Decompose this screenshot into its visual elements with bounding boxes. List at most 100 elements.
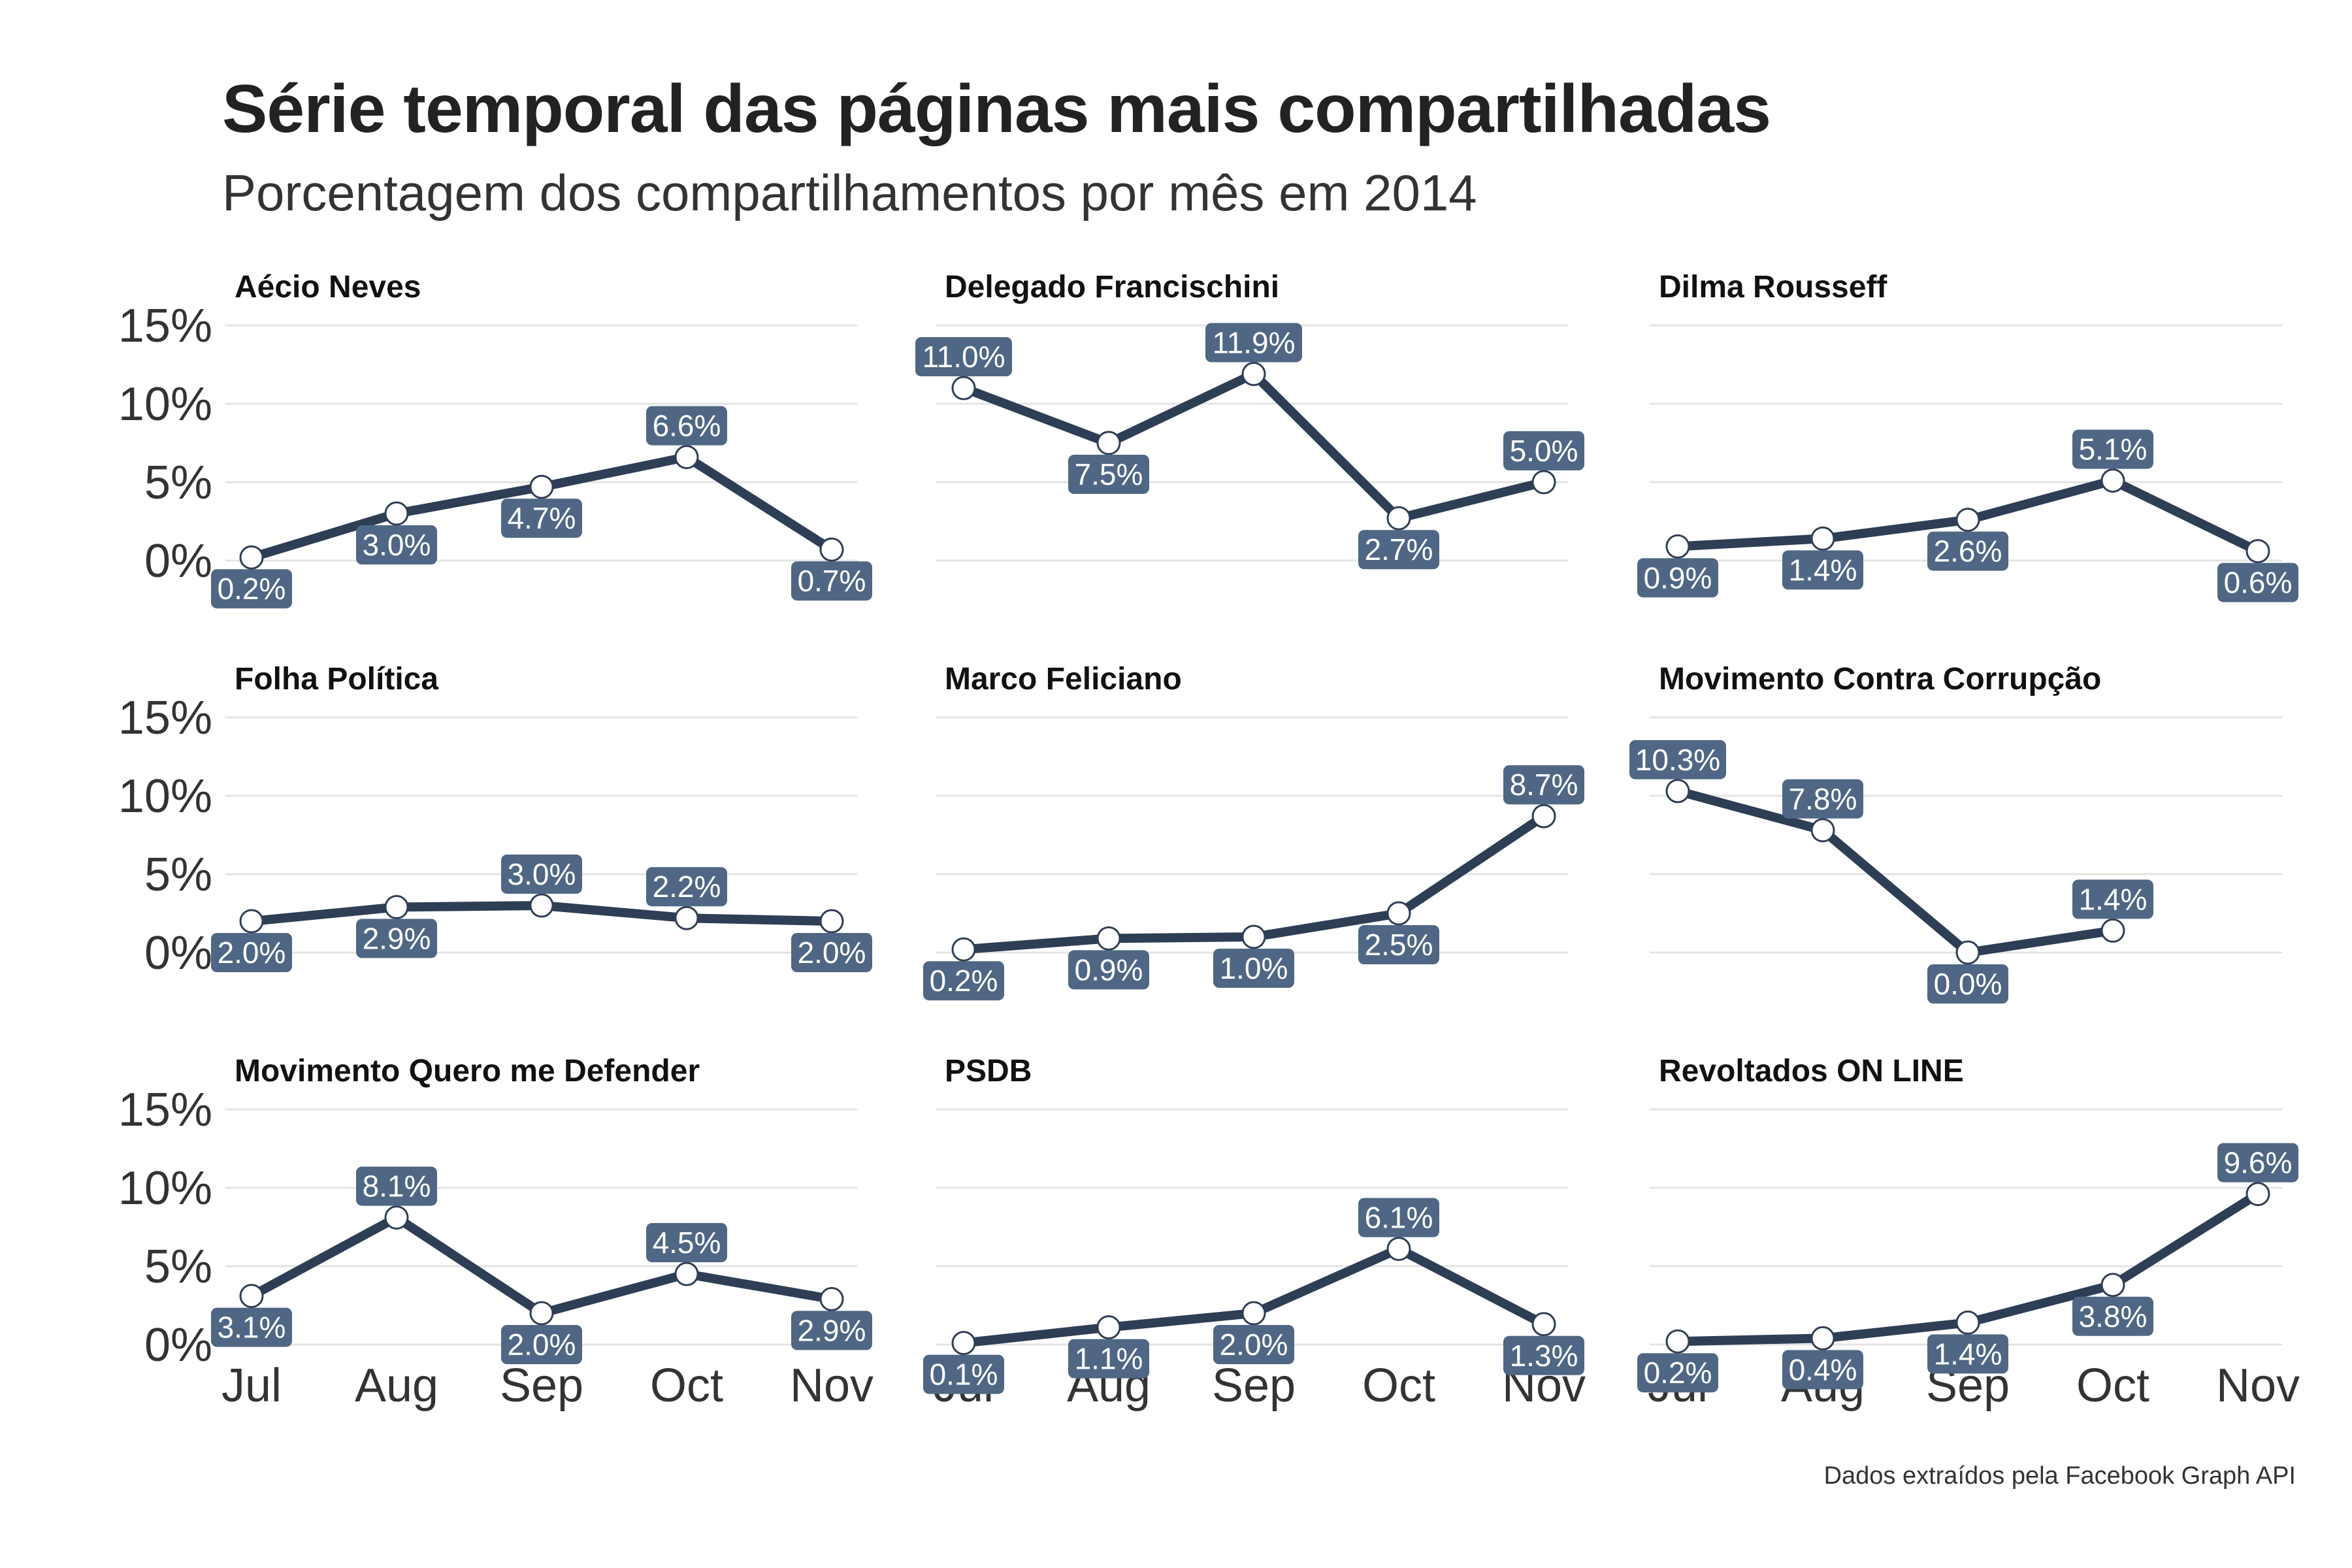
data-label-box xyxy=(2217,563,2298,602)
data-label-box xyxy=(1213,1325,1294,1364)
x-tick-label: Sep xyxy=(1212,1360,1296,1412)
data-label-box xyxy=(1637,558,1718,598)
data-point xyxy=(1810,1326,1835,1350)
data-point xyxy=(819,909,844,934)
y-tick-label: 5% xyxy=(144,1241,212,1293)
panel: Revoltados ON LINEJulAugSepOctNov0.2%0.4… xyxy=(1637,1054,2300,1412)
data-point xyxy=(1810,818,1835,843)
data-label: 2.6% xyxy=(1934,534,2002,568)
data-label: 5.1% xyxy=(2079,433,2148,466)
data-label: 3.0% xyxy=(508,857,576,891)
data-label-box xyxy=(1358,925,1439,964)
data-point xyxy=(1096,926,1121,951)
data-label: 0.1% xyxy=(930,1358,998,1392)
y-tick-label: 0% xyxy=(144,535,212,587)
chart-title: Série temporal das páginas mais comparti… xyxy=(222,71,1771,147)
data-label: 9.6% xyxy=(2224,1146,2293,1180)
data-label: 1.4% xyxy=(1789,553,1857,587)
y-tick-label: 5% xyxy=(144,457,212,509)
data-label: 10.3% xyxy=(1635,743,1720,777)
data-label-box xyxy=(1358,530,1439,570)
data-label-box xyxy=(211,933,292,972)
data-point xyxy=(1665,1329,1690,1354)
data-point xyxy=(239,909,264,934)
data-label: 0.2% xyxy=(1644,1356,1712,1390)
series-line xyxy=(959,369,1548,523)
data-label-box xyxy=(646,1223,727,1262)
data-label: 0.9% xyxy=(1075,953,1143,987)
data-point xyxy=(2100,918,2125,943)
data-label: 4.5% xyxy=(653,1226,721,1260)
data-label-box xyxy=(1927,1334,2008,1374)
x-tick-label: Jul xyxy=(221,1360,282,1412)
data-label-box xyxy=(501,855,582,894)
data-point xyxy=(239,1284,264,1309)
data-label-box xyxy=(2072,879,2153,919)
y-tick-label: 10% xyxy=(118,1162,212,1215)
data-label-box xyxy=(1927,531,2008,571)
data-label: 6.1% xyxy=(1365,1201,1433,1235)
data-label-box xyxy=(1637,1353,1718,1393)
panel: Movimento Contra Corrupção 10.3% 7.8% 0.0% 1… xyxy=(1629,662,2282,1004)
data-point xyxy=(1241,924,1266,949)
data-point xyxy=(529,893,554,918)
series-line xyxy=(1673,786,2117,957)
data-label-box xyxy=(923,1354,1004,1394)
x-tick-label: Oct xyxy=(650,1360,723,1412)
data-point xyxy=(951,1331,976,1356)
panel: Delegado Francischini 11.0% 7.5% 11.9% 2.7% 5… xyxy=(915,270,1584,570)
panel: Marco Feliciano 0.2% 0.9% 1.0% 2.5% 8.7% xyxy=(923,662,1584,1001)
data-label: 5.0% xyxy=(1510,434,1578,468)
y-tick-label: 10% xyxy=(118,378,212,431)
panel-title: Movimento Quero me Defender xyxy=(235,1054,700,1088)
data-label: 3.8% xyxy=(2079,1299,2148,1333)
data-point xyxy=(1955,508,1980,532)
data-label-box xyxy=(915,337,1012,376)
data-label: 2.5% xyxy=(1365,928,1433,962)
data-label-box xyxy=(1782,550,1863,590)
panel: Movimento Quero me Defender 0% 5% 10% 15% Jul… xyxy=(118,1054,874,1412)
data-point xyxy=(951,937,976,962)
data-label: 2.0% xyxy=(798,936,866,970)
data-point xyxy=(1665,779,1690,804)
data-label-box xyxy=(1782,1350,1863,1390)
data-point xyxy=(529,1301,554,1326)
x-tick-label: Sep xyxy=(500,1360,583,1412)
panel-title: PSDB xyxy=(945,1054,1032,1088)
panel-title: Aécio Neves xyxy=(235,270,421,304)
data-label: 8.7% xyxy=(1510,768,1578,802)
data-label-box xyxy=(791,561,872,601)
data-label: 1.0% xyxy=(1220,951,1288,985)
data-point xyxy=(529,474,554,499)
x-tick-label: Nov xyxy=(790,1360,874,1412)
data-label: 11.0% xyxy=(922,340,1005,374)
data-label: 1.3% xyxy=(1510,1339,1578,1373)
data-label-box xyxy=(1629,740,1726,779)
data-point xyxy=(1241,1301,1266,1326)
data-label: 0.4% xyxy=(1789,1352,1857,1386)
data-point xyxy=(674,906,699,930)
data-point xyxy=(674,1262,699,1286)
data-label: 1.4% xyxy=(2079,882,2148,916)
data-label-box xyxy=(1782,779,1863,819)
data-label-box xyxy=(211,1307,292,1347)
data-point xyxy=(1955,940,1980,965)
y-tick-label: 15% xyxy=(118,692,212,744)
data-point xyxy=(239,545,264,570)
data-label-box xyxy=(923,961,1004,1001)
data-label: 7.5% xyxy=(1075,457,1143,491)
data-label-box xyxy=(1068,1339,1149,1379)
data-label-box xyxy=(356,525,437,564)
data-label-box xyxy=(791,1311,872,1350)
data-label: 3.1% xyxy=(218,1311,286,1345)
data-label: 2.0% xyxy=(218,936,286,970)
data-label: 2.7% xyxy=(1365,532,1433,566)
data-label-box xyxy=(211,569,292,609)
data-label-box xyxy=(1927,964,2008,1004)
data-point xyxy=(2246,1182,2270,1207)
y-tick-label: 5% xyxy=(144,849,212,901)
data-point xyxy=(1386,1237,1411,1262)
y-tick-label: 0% xyxy=(144,927,212,979)
data-point xyxy=(1665,534,1690,559)
data-label-box xyxy=(356,1166,437,1206)
